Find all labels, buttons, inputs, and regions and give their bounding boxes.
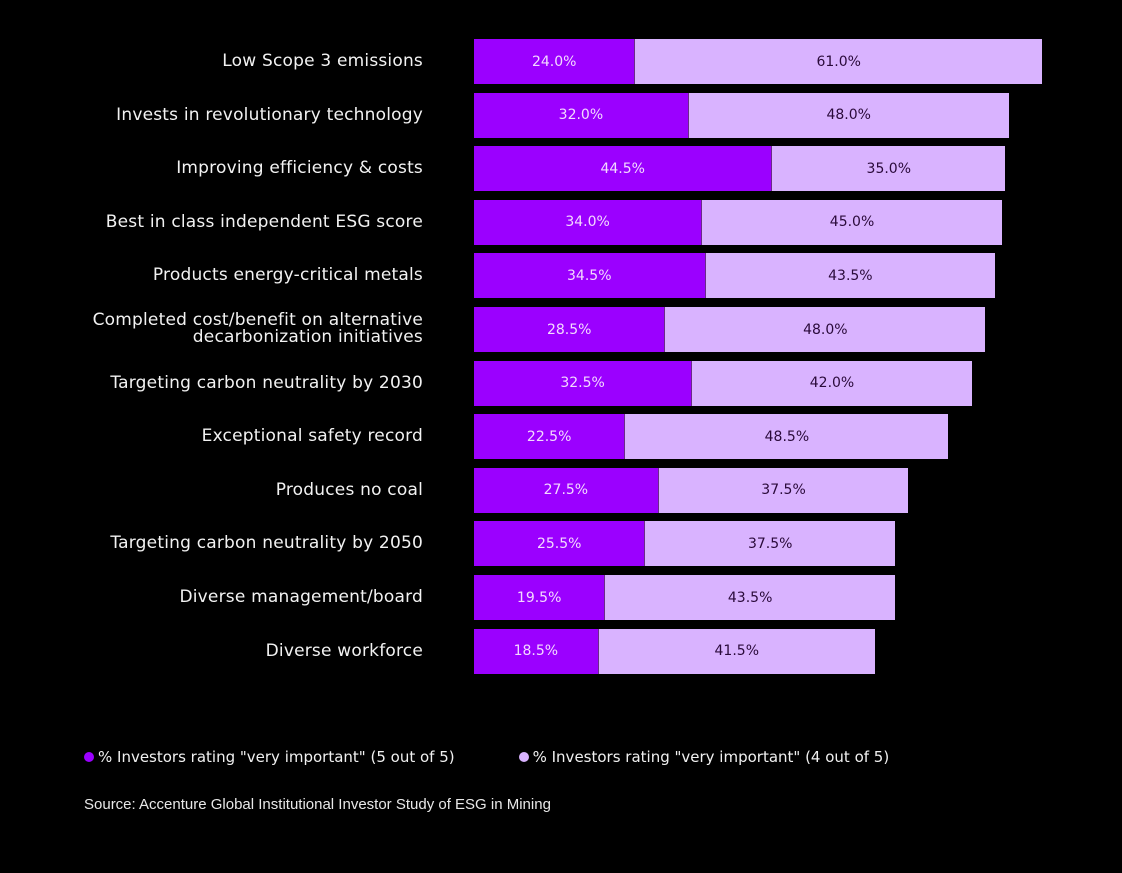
data-label: 34.0% — [565, 214, 610, 231]
bar-segment-5-of-5: 44.5% — [474, 146, 772, 192]
bar-segment-4-of-5: 41.5% — [597, 628, 875, 674]
data-label: 27.5% — [543, 482, 589, 499]
data-label: 42.0% — [809, 375, 855, 392]
bar-segment-4-of-5: 37.5% — [657, 467, 909, 513]
category-label-line: Exceptional safety record — [201, 426, 423, 447]
category-label: Best in class independent ESG score — [105, 211, 423, 232]
category-label: Invests in revolutionary technology — [116, 104, 423, 125]
category-label-line: Produces no coal — [275, 479, 423, 500]
category-label-line: Targeting carbon neutrality by 2030 — [110, 372, 423, 393]
bar-segment-4-of-5: 43.5% — [604, 575, 895, 620]
bar-segment-5-of-5: 34.5% — [474, 253, 705, 299]
data-label: 43.5% — [828, 267, 873, 284]
data-label: 34.5% — [567, 267, 612, 284]
legend: % Investors rating "very important" (5 o… — [84, 748, 889, 766]
bar-segment-4-of-5: 48.5% — [624, 414, 949, 460]
legend-label-4-of-5: % Investors rating "very important" (4 o… — [532, 748, 890, 766]
legend-item-4-of-5: % Investors rating "very important" (4 o… — [518, 748, 890, 766]
category-label: Produces no coal — [275, 479, 423, 500]
bar-segment-5-of-5: 34.0% — [474, 199, 702, 245]
category-label-line: Diverse workforce — [265, 640, 423, 661]
category-label: Improving efficiency & costs — [176, 160, 423, 177]
data-label: 44.5% — [600, 160, 645, 177]
bar-segment-5-of-5: 28.5% — [474, 307, 665, 352]
data-label: 43.5% — [727, 589, 773, 606]
category-label-line: Products energy-critical metals — [152, 265, 423, 286]
bar-segment-5-of-5: 27.5% — [474, 467, 658, 513]
bar-segment-4-of-5: 35.0% — [771, 146, 1006, 192]
legend-item-5-of-5: % Investors rating "very important" (5 o… — [84, 748, 455, 766]
legend-dot-4-of-5 — [518, 752, 529, 762]
data-label: 32.0% — [558, 107, 604, 124]
category-label: Products energy-critical metals — [153, 267, 423, 284]
category-label-line: Improving efficiency & costs — [176, 158, 423, 179]
category-label: Low Scope 3 emissions — [222, 53, 423, 70]
bar-segment-4-of-5: 48.0% — [664, 307, 986, 352]
data-label: 28.5% — [546, 321, 592, 338]
category-label: Exceptional safety record — [202, 428, 423, 445]
bar-segment-5-of-5: 22.5% — [474, 414, 625, 460]
data-label: 61.0% — [816, 53, 861, 70]
data-label: 22.5% — [526, 428, 572, 445]
category-label-line: Targeting carbon neutrality by 2050 — [110, 533, 423, 554]
data-label: 25.5% — [536, 535, 582, 552]
category-label-line: decarbonization initiatives — [192, 326, 423, 347]
category-label: Targeting carbon neutrality by 2030 — [110, 372, 423, 393]
stacked-bar-chart: Low Scope 3 emissions 24.0% 61.0% Invests i… — [92, 39, 1042, 674]
data-label: 48.0% — [826, 107, 871, 124]
category-label: Diverse workforce — [265, 640, 423, 661]
bar-segment-5-of-5: 19.5% — [474, 575, 605, 620]
bar-segment-4-of-5: 45.0% — [701, 199, 1002, 245]
bar-segment-5-of-5: 32.0% — [474, 92, 688, 138]
data-label: 37.5% — [761, 482, 806, 499]
data-label: 45.0% — [829, 214, 875, 231]
data-label: 48.5% — [764, 428, 810, 445]
bar-segment-5-of-5: 25.5% — [474, 521, 645, 567]
category-label-line: Diverse management/board — [179, 587, 423, 607]
data-label: 37.5% — [747, 535, 793, 552]
category-label-line: Low Scope 3 emissions — [222, 51, 423, 71]
category-label-line: Best in class independent ESG score — [105, 211, 423, 232]
data-label: 19.5% — [516, 589, 562, 606]
bar-segment-5-of-5: 24.0% — [474, 39, 635, 84]
data-label: 32.5% — [560, 375, 605, 392]
data-label: 48.0% — [803, 321, 848, 338]
data-label: 41.5% — [714, 643, 759, 660]
category-label: Targeting carbon neutrality by 2050 — [110, 535, 423, 552]
source-note: Source: Accenture Global Institutional I… — [84, 796, 551, 813]
bar-segment-5-of-5: 32.5% — [474, 360, 692, 406]
data-label: 18.5% — [513, 643, 559, 660]
legend-label-5-of-5: % Investors rating "very important" (5 o… — [98, 748, 455, 766]
legend-dot-5-of-5 — [84, 752, 94, 762]
category-label-line: Invests in revolutionary technology — [116, 104, 423, 125]
bar-segment-4-of-5: 42.0% — [691, 360, 972, 406]
category-label: Completed cost/benefit on alternative dec… — [92, 309, 423, 347]
bar-segment-4-of-5: 61.0% — [634, 39, 1042, 84]
bar-segment-5-of-5: 18.5% — [474, 628, 598, 674]
category-label-line: Completed cost/benefit on alternative — [92, 309, 423, 330]
bar-segment-4-of-5: 43.5% — [704, 253, 996, 299]
category-label: Diverse management/board — [179, 589, 423, 606]
bar-segment-4-of-5: 37.5% — [644, 521, 895, 567]
bar-segment-4-of-5: 48.0% — [687, 92, 1009, 138]
data-label: 35.0% — [866, 160, 912, 177]
data-label: 24.0% — [531, 53, 577, 70]
